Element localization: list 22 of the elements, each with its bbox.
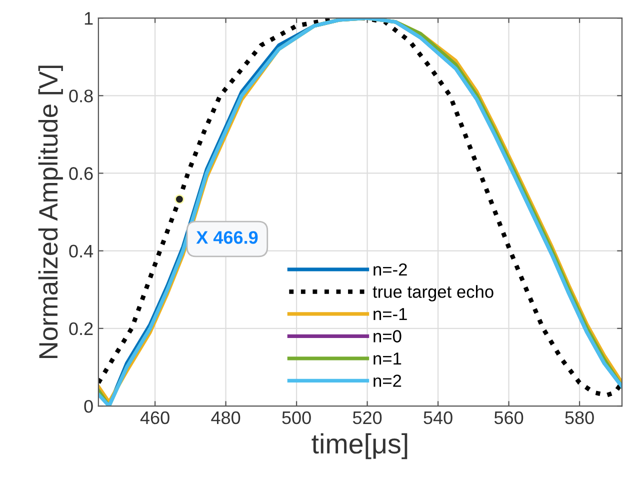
x-tick-label: 560 <box>494 411 524 424</box>
annotation: X 466.9 <box>196 231 258 244</box>
y-tick-label: 0.6 <box>69 167 93 180</box>
x-axis-title: time[μs] <box>312 433 408 460</box>
legend-label: n=-1 <box>374 308 407 320</box>
y-tick-label: 0.2 <box>69 322 93 336</box>
y-axis-title: Normalized Amplitude [V] <box>38 66 63 358</box>
legend-label: n=-2 <box>374 263 407 276</box>
y-tick-label: 0 <box>84 400 93 413</box>
y-tick-label: 1 <box>84 12 93 25</box>
x-tick-label: 500 <box>282 411 311 424</box>
x-tick-label: 540 <box>424 411 452 424</box>
legend-label: n=2 <box>374 374 402 387</box>
x-tick-label: 520 <box>352 411 382 424</box>
x-tick-label: 580 <box>565 411 594 424</box>
legend-label: n=0 <box>374 330 402 342</box>
y-tick-label: 0.4 <box>69 244 94 258</box>
legend-label: n=1 <box>374 352 402 365</box>
legend-label: true target echo <box>372 285 494 302</box>
x-tick-label: 460 <box>140 411 170 424</box>
x-tick-label: 480 <box>211 411 240 424</box>
y-tick-label: 0.8 <box>69 90 93 102</box>
